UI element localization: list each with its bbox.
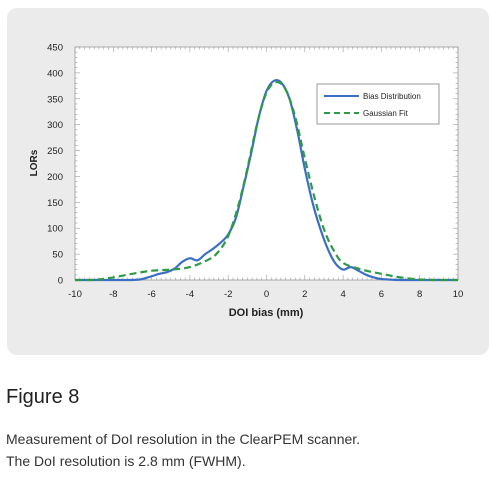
x-tick-label: 2 (302, 289, 307, 300)
series-lines (75, 79, 458, 282)
series-line-bias-distribution (75, 79, 458, 282)
legend: Bias Distribution Gaussian Fit (316, 83, 440, 125)
y-tick-label: 100 (47, 224, 63, 235)
y-tick-label: 350 (47, 94, 63, 105)
x-axis-label: DOI bias (mm) (229, 307, 304, 319)
y-axis-label: LORs (29, 149, 40, 176)
y-tick-label: 250 (47, 146, 63, 157)
y-tick-labels: 0 50 100 150 200 250 300 350 400 450 (47, 43, 63, 287)
x-tick-label: -8 (109, 289, 117, 300)
series-line-gaussian-fit (75, 81, 458, 282)
x-tick-labels: -10 -8 -6 -4 -2 0 2 4 6 8 10 (68, 289, 463, 300)
y-tick-label: 150 (47, 198, 63, 209)
y-tick-label: 0 (58, 276, 63, 287)
line-chart: -10 -8 -6 -4 -2 0 2 4 6 8 10 0 50 100 150 200 250 300 350… (29, 43, 463, 320)
figure-title: Figure 8 (6, 386, 80, 408)
y-tick-label: 300 (47, 120, 63, 131)
y-tick-label: 50 (52, 250, 63, 261)
x-tick-label: 0 (264, 289, 269, 300)
figure-caption: Measurement of DoI resolution in the Cle… (6, 428, 476, 472)
caption-line-2: The DoI resolution is 2.8 mm (FWHM). (6, 453, 246, 469)
plot-area (74, 46, 459, 281)
x-tick-label: 6 (379, 289, 384, 300)
y-tick-label: 200 (47, 172, 63, 183)
x-tick-label: 4 (340, 289, 345, 300)
x-tick-label: -2 (224, 289, 232, 300)
caption-line-1: Measurement of DoI resolution in the Cle… (6, 431, 361, 447)
y-tick-label: 450 (47, 43, 63, 54)
y-tick-label: 400 (47, 68, 63, 79)
x-tick-label: 10 (453, 289, 464, 300)
x-tick-label: 8 (417, 289, 422, 300)
x-tick-label: -10 (68, 289, 82, 300)
x-tick-label: -6 (147, 289, 155, 300)
x-tick-label: -4 (186, 289, 194, 300)
legend-label-bias: Bias Distribution (363, 92, 421, 101)
legend-label-gaussian: Gaussian Fit (363, 109, 409, 118)
axis-frame (74, 46, 459, 281)
